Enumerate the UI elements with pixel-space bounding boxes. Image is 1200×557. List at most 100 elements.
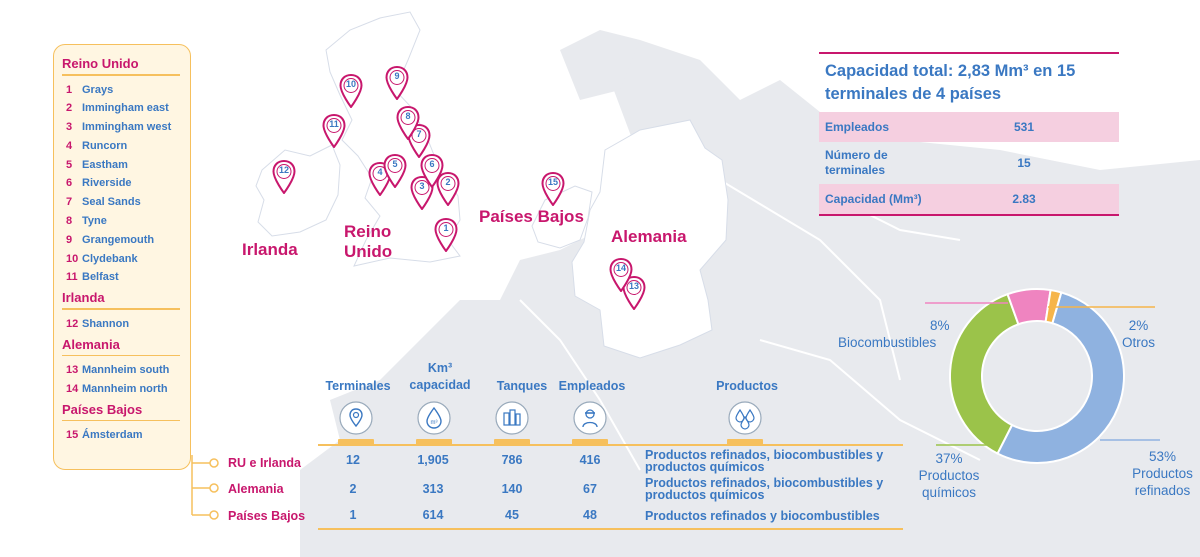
legend-item-number: 10 [66, 252, 79, 265]
legend-item: 7 Seal Sands [54, 193, 190, 212]
donut-label-quimicos: 37% Productos químicos [912, 450, 986, 501]
summary-value: 15 [1017, 155, 1031, 170]
cell-empleados: 416 [579, 453, 601, 467]
legend-item-name: Eastham [82, 158, 128, 171]
cell-tanques: 45 [505, 508, 519, 522]
header-bar [494, 439, 530, 445]
donut-label-refinados: 53% Productos refinados [1125, 448, 1200, 499]
terminal-pin-number: 3 [419, 181, 425, 191]
legend-item-name: Ámsterdam [82, 429, 143, 442]
donut-name-biocombustibles: Biocombustibles [838, 335, 937, 350]
legend-item-number: 4 [66, 139, 73, 152]
label-alemania: Alemania [611, 227, 687, 246]
legend-item: 2 Immingham east [54, 99, 190, 118]
label-irlanda: Irlanda [242, 240, 298, 259]
table-top-line [318, 444, 903, 446]
row-label-alemania: Alemania [228, 482, 284, 496]
terminal-pin-number: 1 [443, 223, 449, 233]
terminal-pin-10: 10 [339, 74, 363, 108]
legend-item: 11 Belfast [54, 268, 190, 287]
cell-capacidad: 313 [422, 482, 444, 496]
legend-item-name: Tyne [82, 215, 107, 228]
legend-item-name: Mannheim south [82, 364, 170, 377]
donut-pct: 8% [930, 318, 950, 333]
cell-empleados: 48 [583, 508, 597, 522]
legend-item-name: Grays [82, 83, 114, 96]
legend-separator [62, 419, 180, 422]
label-reino-unido: Reino Unido [344, 222, 392, 262]
legend-item-number: 12 [66, 317, 79, 330]
donut-slice-productos-químicos [949, 292, 1020, 455]
header-bar [727, 439, 763, 445]
terminal-pin-8: 8 [396, 106, 420, 140]
legend-item-number: 15 [66, 429, 79, 442]
cell-productos: Productos refinados, biocombustibles y p… [645, 477, 883, 502]
legend-country-title: Alemania [62, 336, 120, 352]
legend-item: 1 Grays [54, 81, 190, 100]
legend-item-number: 7 [66, 196, 73, 209]
legend-item-number: 8 [66, 215, 73, 228]
terminal-pin-5: 5 [383, 154, 407, 188]
terminal-pin-9: 9 [385, 66, 409, 100]
row-label-ru-irlanda: RU e Irlanda [228, 456, 301, 470]
legend-item-number: 5 [66, 158, 73, 171]
summary-row-capacidad: Capacidad (Mm³) 2.83 [819, 184, 1119, 214]
legend-country-title: Reino Unido [62, 56, 139, 71]
summary-label: Número de terminales [825, 148, 888, 177]
terminal-pin-number: 15 [547, 177, 558, 187]
cell-tanques: 786 [501, 453, 523, 467]
cell-productos-line1: Productos refinados y biocombustibles [645, 509, 880, 523]
terminal-pin-6: 6 [420, 154, 444, 188]
legend-item: 15 Ámsterdam [54, 426, 190, 445]
donut-name: Productos químicos [918, 468, 980, 500]
donut-label-otros: 2% Otros [1122, 317, 1155, 351]
legend-item: 4 Runcorn [54, 137, 190, 156]
terminal-pin-number: 10 [345, 79, 356, 89]
terminal-pin-number: 13 [628, 281, 639, 291]
cell-productos-line2: productos químicos [645, 460, 765, 474]
header-bar [572, 439, 608, 445]
legend-item-name: Immingham west [82, 121, 172, 134]
header-capacidad-unit: Km³ [427, 361, 453, 375]
terminal-pin-1: 1 [434, 218, 458, 252]
donut-name: Productos refinados [1132, 466, 1193, 498]
summary-row-terminales: Número de terminales 15 [819, 142, 1119, 184]
cell-terminales: 2 [349, 482, 357, 496]
label-paises-bajos: Países Bajos [479, 207, 584, 226]
legend-separator [62, 308, 180, 310]
legend-separator [62, 354, 180, 357]
terminal-pin-number: 8 [405, 111, 411, 121]
svg-text:m³: m³ [431, 420, 438, 426]
map-ireland [255, 144, 341, 237]
terminal-pin-13: 13 [622, 276, 646, 310]
legend-item: 5 Eastham [54, 156, 190, 175]
terminal-pin-15: 15 [541, 172, 565, 206]
donut-pct: 53% [1148, 449, 1177, 464]
header-capacidad: Km³ capacidad [400, 360, 480, 394]
legend-item-name: Belfast [82, 271, 119, 284]
summary-title: Capacidad total: 2,83 Mm³ en 15 terminal… [825, 62, 1076, 103]
summary-bottom-line [819, 214, 1119, 216]
legend-item-name: Grangemouth [82, 233, 155, 246]
legend-item: 12 Shannon [54, 315, 190, 334]
legend-item-number: 11 [66, 271, 78, 284]
legend-item-number: 13 [66, 364, 79, 377]
cell-productos-line1: Productos refinados, biocombustibles y [645, 448, 884, 462]
summary-box: Capacidad total: 2,83 Mm³ en 15 terminal… [819, 52, 1119, 216]
legend-item-name: Shannon [82, 317, 130, 330]
legend-item-name: Clydebank [82, 252, 138, 265]
legend-item-number: 14 [66, 382, 79, 395]
terminal-pin-number: 4 [377, 167, 383, 177]
header-tanques: Tanques [496, 379, 548, 393]
cell-tanques: 140 [501, 482, 523, 496]
summary-label: Capacidad (Mm³) [825, 192, 922, 206]
legend-country-title: Países Bajos [62, 401, 143, 417]
donut-pct: 2% [1128, 318, 1149, 333]
legend-item: 10 Clydebank [54, 250, 190, 269]
terminal-pin-12: 12 [272, 160, 296, 194]
terminal-pin-number: 11 [329, 119, 339, 129]
cell-productos: Productos refinados y biocombustibles [645, 509, 880, 523]
summary-value: 2.83 [1012, 192, 1036, 206]
summary-top-line [819, 52, 1119, 54]
legend-item: 14 Mannheim north [54, 380, 190, 399]
